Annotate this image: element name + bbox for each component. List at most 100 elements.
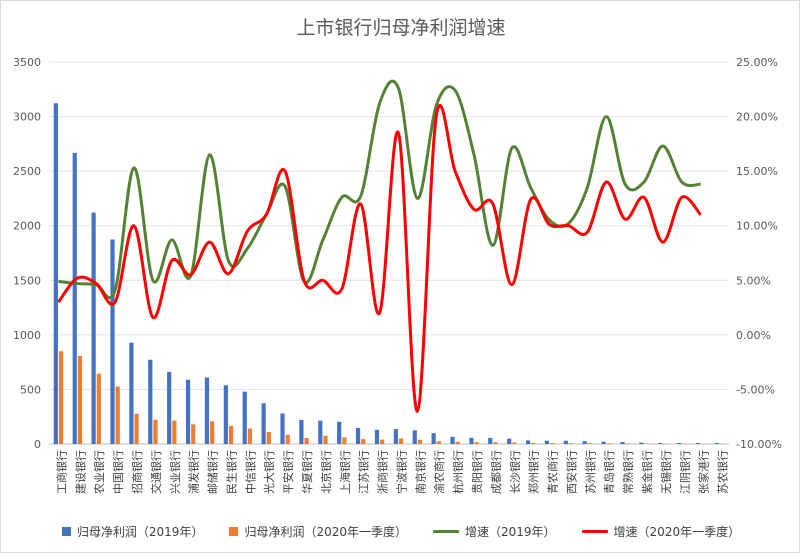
x-tick-label: 张家港行 xyxy=(697,450,711,494)
x-tick-label: 江阴银行 xyxy=(678,450,692,494)
x-tick-label: 青岛银行 xyxy=(602,450,616,494)
legend-swatch xyxy=(62,527,71,536)
x-tick-label: 苏农银行 xyxy=(716,450,730,494)
bar-2019 xyxy=(545,441,549,444)
y-left-tick-label: 3000 xyxy=(13,111,41,124)
bar-2020q1 xyxy=(191,424,195,444)
legend-label: 归母净利润（2020年一季度） xyxy=(244,523,407,540)
bar-2019 xyxy=(469,438,473,444)
bar-2020q1 xyxy=(399,439,403,444)
y-right-tick-label: 15.00% xyxy=(736,165,778,178)
bar-2020q1 xyxy=(323,436,327,444)
bar-2020q1 xyxy=(493,442,497,444)
bar-2020q1 xyxy=(342,437,346,444)
bar-2020q1 xyxy=(229,426,233,444)
y-right-tick-label: 20.00% xyxy=(736,111,778,124)
bar-2019 xyxy=(92,213,96,444)
bar-2020q1 xyxy=(569,443,573,444)
x-tick-label: 光大银行 xyxy=(262,450,276,494)
bar-2019 xyxy=(432,433,436,444)
x-tick-label: 交通银行 xyxy=(149,450,163,494)
x-tick-label: 江苏银行 xyxy=(357,450,371,494)
x-tick-label: 长沙银行 xyxy=(508,450,522,494)
bar-2020q1 xyxy=(361,439,365,444)
x-tick-label: 贵阳银行 xyxy=(470,450,484,494)
x-tick-label: 常熟银行 xyxy=(621,450,635,494)
bar-2019 xyxy=(262,403,266,444)
bar-2019 xyxy=(54,103,58,444)
y-left-tick-label: 1500 xyxy=(13,274,41,287)
bar-2019 xyxy=(450,437,454,444)
x-tick-label: 西安银行 xyxy=(564,450,578,494)
x-tick-label: 农业银行 xyxy=(92,450,106,494)
bar-2020q1 xyxy=(210,421,214,444)
y-right-tick-label: 0.00% xyxy=(736,329,771,342)
bar-2020q1 xyxy=(512,442,516,444)
bar-2020q1 xyxy=(437,441,441,444)
x-tick-label: 郑州银行 xyxy=(527,450,541,494)
bar-2020q1 xyxy=(153,420,157,444)
bar-2019 xyxy=(205,377,209,444)
bar-2019 xyxy=(148,360,152,444)
bar-2020q1 xyxy=(588,443,592,444)
bar-2020q1 xyxy=(305,438,309,444)
y-left-tick-label: 0 xyxy=(34,438,41,451)
x-tick-label: 建设银行 xyxy=(73,450,87,494)
bar-2020q1 xyxy=(172,421,176,444)
bar-2019 xyxy=(186,380,190,444)
legend: 归母净利润（2019年） 归母净利润（2020年一季度） 增速（2019年） 增… xyxy=(1,520,800,542)
bar-2019 xyxy=(318,421,322,444)
line-growth-2020q1 xyxy=(58,105,700,411)
bar-2019 xyxy=(413,430,417,444)
bar-2019 xyxy=(715,443,719,444)
x-tick-label: 浙商银行 xyxy=(376,450,390,494)
x-tick-label: 中国银行 xyxy=(111,450,125,494)
bar-2019 xyxy=(602,442,606,444)
bar-2019 xyxy=(583,441,587,444)
legend-swatch xyxy=(582,530,608,533)
x-tick-label: 上海银行 xyxy=(338,450,352,494)
legend-label: 归母净利润（2019年） xyxy=(77,523,204,540)
x-tick-label: 苏州银行 xyxy=(583,450,597,494)
y-right-tick-label: -10.00% xyxy=(736,438,782,451)
bar-2020q1 xyxy=(267,432,271,444)
bar-2019 xyxy=(658,443,662,444)
x-tick-label: 民生银行 xyxy=(224,450,238,494)
bar-2019 xyxy=(375,430,379,444)
bar-2020q1 xyxy=(531,443,535,444)
line-growth-2019 xyxy=(58,81,700,298)
bar-2019 xyxy=(639,443,643,444)
x-tick-label: 兴业银行 xyxy=(168,450,182,494)
bar-2019 xyxy=(356,428,360,444)
x-tick-label: 邮储银行 xyxy=(206,450,220,494)
bar-2019 xyxy=(129,343,133,444)
bar-2020q1 xyxy=(456,442,460,444)
x-tick-label: 无锡银行 xyxy=(659,450,673,494)
bar-2019 xyxy=(280,413,284,444)
y-left-tick-label: 500 xyxy=(20,383,41,396)
x-tick-label: 招商银行 xyxy=(130,450,144,494)
bar-2020q1 xyxy=(607,443,611,444)
bar-2019 xyxy=(224,385,228,444)
bar-2020q1 xyxy=(286,435,290,444)
bar-2020q1 xyxy=(116,386,120,444)
y-left-tick-label: 1000 xyxy=(13,329,41,342)
legend-label: 增速（2019年） xyxy=(465,523,556,540)
x-tick-label: 渝农商行 xyxy=(432,450,446,494)
y-left-tick-label: 2000 xyxy=(13,220,41,233)
legend-item-bar-2020: 归母净利润（2020年一季度） xyxy=(229,523,407,540)
bar-2019 xyxy=(243,392,247,444)
x-tick-label: 华夏银行 xyxy=(300,450,314,494)
legend-item-line-2020: 增速（2020年一季度） xyxy=(582,523,741,540)
bar-2020q1 xyxy=(59,351,63,444)
bar-2019 xyxy=(564,441,568,444)
x-tick-label: 南京银行 xyxy=(413,450,427,494)
bar-2020q1 xyxy=(475,442,479,444)
bar-2019 xyxy=(677,443,681,444)
y-left-tick-label: 2500 xyxy=(13,165,41,178)
bar-2020q1 xyxy=(418,440,422,444)
bar-2019 xyxy=(167,372,171,444)
y-right-tick-label: 5.00% xyxy=(736,274,771,287)
